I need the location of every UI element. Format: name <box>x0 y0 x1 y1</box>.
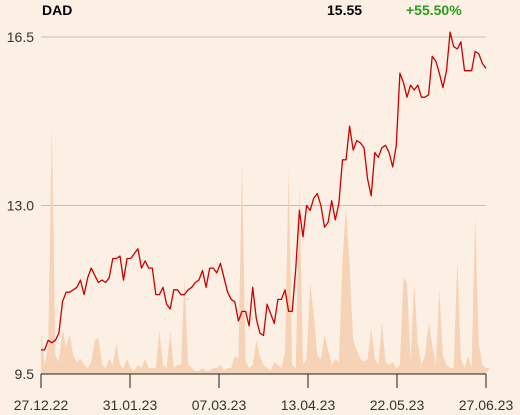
volume-area <box>41 126 490 375</box>
y-tick-label: 13.0 <box>7 198 34 214</box>
x-tick-label: 27.06.23 <box>459 397 514 413</box>
price-line <box>41 31 487 351</box>
x-tick-label: 22.05.23 <box>370 397 425 413</box>
ticker-symbol: DAD <box>42 2 73 18</box>
x-tick-label: 27.12.22 <box>14 397 69 413</box>
x-tick-label: 31.01.23 <box>103 397 158 413</box>
price-change-percent: +55.50% <box>406 2 462 18</box>
y-tick-label: 9.5 <box>15 366 35 382</box>
x-tick-label: 13.04.23 <box>281 397 336 413</box>
y-tick-label: 16.5 <box>7 29 34 45</box>
x-tick-label: 07.03.23 <box>192 397 247 413</box>
last-price: 15.55 <box>327 2 363 18</box>
